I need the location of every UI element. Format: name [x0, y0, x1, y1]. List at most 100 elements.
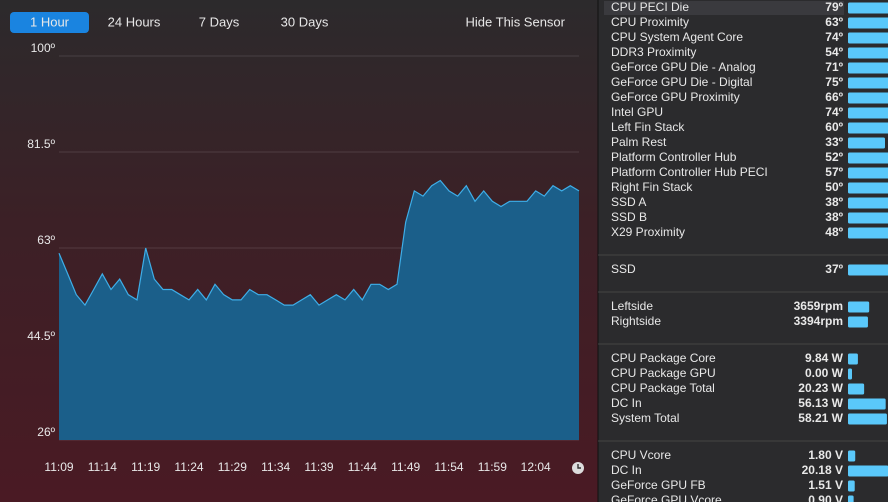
sensor-name: SSD A — [611, 195, 646, 209]
sensor-value: 20.18 V — [802, 463, 843, 477]
sensor-bar — [848, 465, 888, 477]
sensor-value: 75º — [825, 75, 843, 89]
sensor-bar — [848, 480, 855, 492]
area-line — [58, 179, 580, 307]
sensor-name: GeForce GPU Die - Digital — [611, 75, 752, 89]
sensor-value: 20.23 W — [798, 381, 843, 395]
sensor-value: 0.90 V — [808, 493, 843, 502]
sensor-name: Left Fin Stack — [611, 120, 685, 134]
sensor-value: 60º — [825, 120, 843, 134]
sensor-bar — [848, 62, 888, 74]
sensor-name: CPU Package Total — [611, 381, 715, 395]
sensor-value: 38º — [825, 195, 843, 209]
x-tick-label: 11:39 — [304, 460, 333, 474]
sensor-name: GeForce GPU Die - Analog — [611, 60, 756, 74]
sensor-name: Rightside — [611, 314, 661, 328]
sensor-name: CPU PECI Die — [611, 0, 689, 14]
x-tick-label: 11:29 — [218, 460, 247, 474]
hide-sensor-button[interactable]: Hide This Sensor — [466, 14, 566, 29]
sensor-name: Right Fin Stack — [611, 180, 693, 194]
sensor-name: X29 Proximity — [611, 225, 685, 239]
sensor-name: Intel GPU — [611, 105, 663, 119]
sensor-bar — [848, 316, 868, 328]
sensor-bar — [848, 2, 888, 14]
x-tick-label: 11:14 — [88, 460, 117, 474]
sensor-name: GeForce GPU Vcore — [611, 493, 722, 502]
sensor-name: SSD — [611, 262, 636, 276]
sensor-value: 9.84 W — [805, 351, 844, 365]
sensor-bar — [848, 413, 887, 425]
sensor-bar — [848, 182, 888, 194]
tab[interactable]: 24 Hours — [108, 14, 161, 29]
sensor-bar — [848, 167, 888, 179]
sensor-name: DC In — [611, 463, 642, 477]
sensor-bar — [848, 77, 888, 89]
x-tick-label: 11:09 — [44, 460, 73, 474]
clock-icon[interactable] — [572, 462, 584, 474]
sensor-bar — [848, 47, 888, 59]
x-tick-label: 11:44 — [348, 460, 377, 474]
sensor-value: 1.51 V — [808, 478, 843, 492]
sensor-bar — [848, 212, 888, 224]
sensor-bar — [848, 17, 888, 29]
y-tick-label: 81.5º — [27, 137, 55, 151]
row-highlight — [604, 1, 844, 15]
sensor-panel — [598, 0, 888, 502]
sensor-name: GeForce GPU Proximity — [611, 90, 740, 104]
sensor-name: CPU Proximity — [611, 15, 689, 29]
sensor-value: 66º — [825, 90, 843, 104]
sensor-name: DC In — [611, 396, 642, 410]
sensor-value: 0.00 W — [805, 366, 844, 380]
sensor-name: CPU System Agent Core — [611, 30, 743, 44]
sensor-value: 52º — [825, 150, 843, 164]
sensor-bar — [848, 450, 856, 462]
y-tick-label: 44.5º — [27, 329, 55, 343]
tab[interactable]: 1 Hour — [30, 14, 70, 29]
tab[interactable]: 7 Days — [199, 14, 240, 29]
area — [59, 180, 579, 440]
sensor-name: CPU Package GPU — [611, 366, 716, 380]
sensor-value: 74º — [825, 105, 843, 119]
sensor-value: 37º — [825, 262, 843, 276]
x-tick-label: 11:54 — [434, 460, 463, 474]
sensor-name: Leftside — [611, 299, 653, 313]
sensor-value: 79º — [825, 0, 843, 14]
sensor-value: 48º — [825, 225, 843, 239]
sensor-name: Platform Controller Hub PECI — [611, 165, 768, 179]
tab[interactable]: 30 Days — [281, 14, 329, 29]
sensor-name: System Total — [611, 411, 679, 425]
sensor-bar — [848, 353, 858, 365]
y-tick-label: 100º — [31, 41, 56, 55]
sensor-value: 71º — [825, 60, 843, 74]
sensor-value: 56.13 W — [798, 396, 843, 410]
sensor-value: 3659rpm — [794, 299, 843, 313]
sensor-bar — [848, 122, 888, 134]
sensor-bar — [848, 398, 886, 410]
x-tick-label: 12:04 — [521, 460, 551, 474]
sensor-name: Platform Controller Hub — [611, 150, 737, 164]
sensor-value: 3394rpm — [794, 314, 843, 328]
y-tick-label: 63º — [37, 233, 55, 247]
sensor-bar — [848, 301, 870, 313]
sensor-bar — [848, 152, 888, 164]
x-tick-label: 11:59 — [478, 460, 507, 474]
tab-selected-bg — [10, 12, 89, 33]
sensor-bar — [848, 368, 852, 380]
sensor-bar — [848, 107, 888, 119]
sensor-bar — [848, 32, 888, 44]
sensor-value: 54º — [825, 45, 843, 59]
sensor-bar — [848, 495, 854, 502]
sensor-bar — [848, 92, 888, 104]
sensor-bar — [848, 197, 888, 209]
x-tick-label: 11:24 — [174, 460, 203, 474]
sensor-value: 33º — [825, 135, 843, 149]
sensor-value: 38º — [825, 210, 843, 224]
sensor-value: 74º — [825, 30, 843, 44]
sensor-name: CPU Vcore — [611, 448, 671, 462]
sensor-bar — [848, 383, 865, 395]
x-tick-label: 11:19 — [131, 460, 160, 474]
sensor-value: 57º — [825, 165, 843, 179]
sensor-value: 1.80 V — [808, 448, 843, 462]
y-tick-label: 26º — [37, 425, 55, 439]
